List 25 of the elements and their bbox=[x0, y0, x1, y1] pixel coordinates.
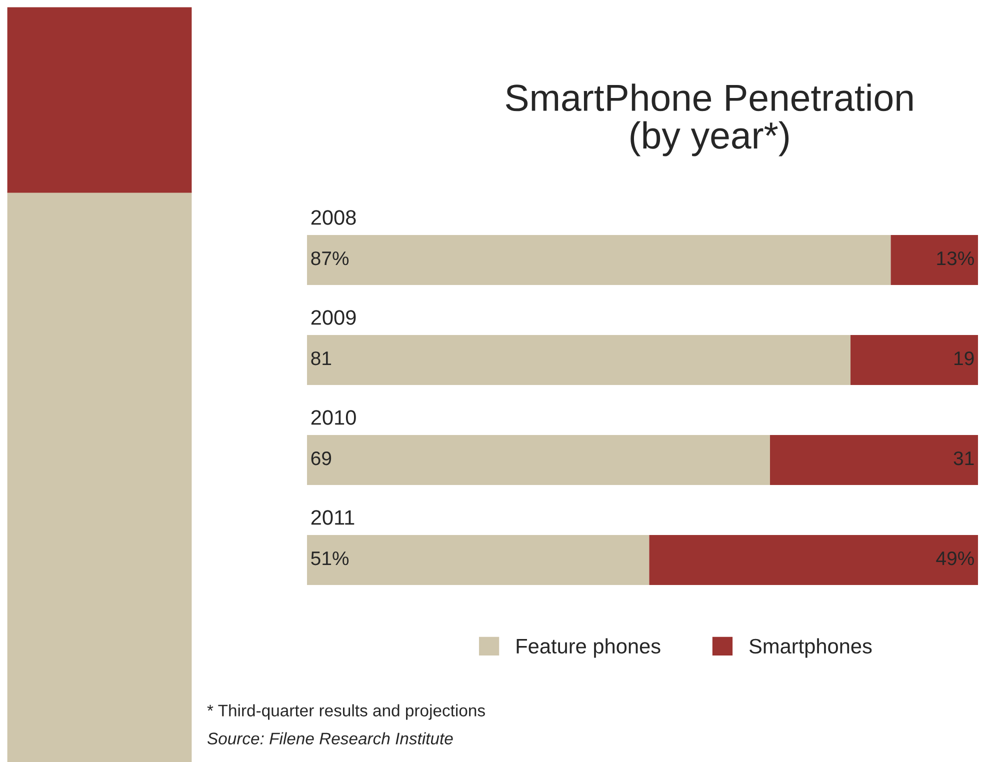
legend-label: Feature phones bbox=[516, 638, 660, 658]
data-label: 19 bbox=[954, 351, 974, 366]
data-label: 51% bbox=[311, 552, 349, 566]
legend-label: Smartphones bbox=[749, 638, 872, 658]
bar bbox=[890, 235, 978, 285]
data-label: 87% bbox=[311, 251, 349, 266]
bar bbox=[307, 235, 891, 285]
data-label: 31 bbox=[954, 451, 974, 466]
data-label: 49% bbox=[936, 551, 974, 566]
text: * Third-quarter results and projections bbox=[207, 704, 485, 720]
y-tick-label: 2008 bbox=[311, 210, 356, 225]
bar bbox=[307, 335, 851, 385]
data-label: 69 bbox=[311, 451, 332, 466]
chart-title: SmartPhone Penetration (by year*) bbox=[506, 84, 913, 156]
bar bbox=[770, 435, 978, 485]
bar bbox=[850, 335, 978, 385]
y-tick-label: 2009 bbox=[311, 310, 356, 325]
bar bbox=[307, 435, 770, 485]
data-label: 81 bbox=[311, 351, 332, 366]
y-tick-label: 2010 bbox=[311, 410, 356, 425]
source-note: Source: Filene Research Institute bbox=[207, 732, 453, 744]
bar bbox=[307, 535, 650, 585]
bar bbox=[649, 535, 978, 585]
data-label: 13% bbox=[937, 251, 974, 266]
y-tick-label: 2011 bbox=[311, 510, 354, 525]
